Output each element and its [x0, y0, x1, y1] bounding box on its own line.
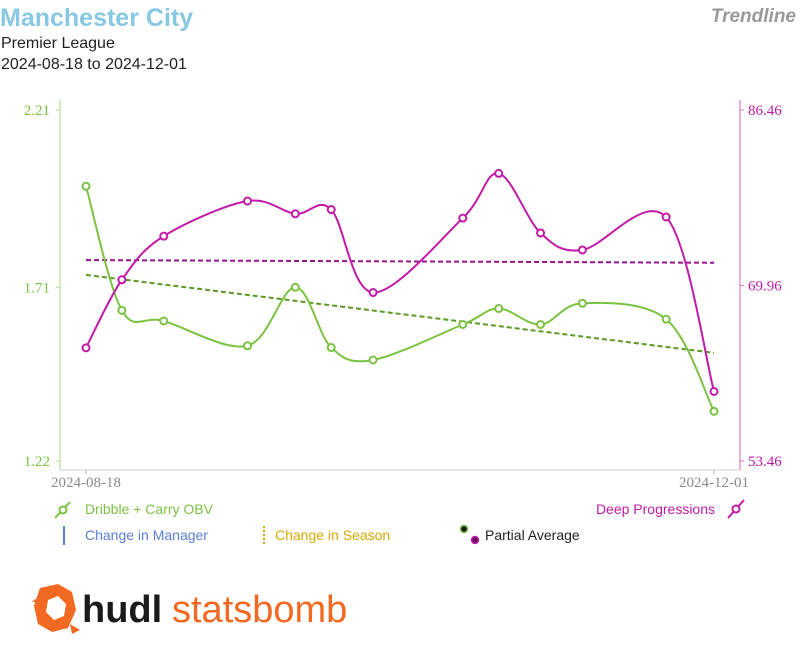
- date-range-label: 2024-08-18 to 2024-12-01: [1, 56, 187, 73]
- deep-progressions-point: [117, 275, 127, 285]
- dribble-carry-obv-point: [458, 320, 468, 329]
- dribble-carry-obv-point: [326, 343, 336, 353]
- left-y-tick-label: 2.21: [24, 103, 50, 119]
- competition-label: Premier League: [1, 35, 115, 52]
- hudl-statsbomb-logo: hudl statsbomb: [32, 584, 347, 634]
- deep-progressions-point: [494, 168, 504, 178]
- dribble-carry-obv-point: [117, 305, 127, 315]
- left-y-tick-label: 1.71: [24, 280, 50, 296]
- legend-season-change-label: Change in Season: [275, 527, 390, 543]
- trend-chart: 1.22 1.71 2.21 53.46 69.96 86.46 2024-08-18 202…: [24, 100, 782, 545]
- deep-progressions-point: [577, 245, 587, 255]
- legend-left-series-label: Dribble + Carry OBV: [85, 501, 214, 517]
- deep-progressions-point: [159, 231, 169, 241]
- deep-progressions-point: [458, 213, 468, 223]
- dribble-carry-obv-point: [368, 355, 378, 365]
- legend-partial-average-left-icon: [459, 524, 469, 534]
- deep-progressions-point: [661, 212, 671, 222]
- right-y-tick-label: 69.96: [748, 279, 782, 295]
- dribble-carry-obv-point: [661, 314, 671, 324]
- legend-right-series-marker-icon: [731, 504, 741, 514]
- dribble-carry-obv-point: [577, 298, 587, 308]
- dribble-carry-obv-point: [709, 406, 719, 416]
- legend-partial-average-right-icon: [470, 535, 480, 545]
- deep-progressions-point: [290, 209, 300, 219]
- right-y-tick-label: 53.46: [748, 454, 782, 470]
- x-tick-label: 2024-12-01: [679, 475, 749, 491]
- deep-progressions-point: [368, 288, 378, 298]
- deep-progressions-point: [326, 205, 336, 215]
- dribble-carry-obv-point: [494, 304, 504, 314]
- dribble-carry-obv-line: [85, 185, 715, 412]
- legend-right-series-label: Deep Progressions: [596, 501, 715, 517]
- trendline-label: Trendline: [710, 6, 796, 27]
- deep-progressions-point: [536, 228, 546, 238]
- deep-progressions-trendline: [85, 259, 715, 264]
- dribble-carry-obv-point: [159, 316, 169, 326]
- deep-progressions-point: [81, 343, 91, 353]
- chart-title: Manchester City: [0, 4, 194, 32]
- x-tick-label: 2024-08-18: [51, 475, 121, 491]
- deep-progressions-point: [709, 386, 719, 396]
- legend-left-series-marker-icon: [58, 505, 68, 515]
- deep-progressions-line: [85, 172, 715, 392]
- dribble-carry-obv-point: [536, 320, 546, 329]
- right-y-tick-label: 86.46: [748, 103, 782, 119]
- legend-partial-average-label: Partial Average: [485, 527, 580, 543]
- dribble-carry-obv-point: [81, 181, 91, 191]
- hudl-logo-icon: [32, 584, 80, 634]
- dribble-carry-obv-point: [242, 341, 252, 351]
- dribble-carry-obv-point: [290, 282, 300, 292]
- dribble-carry-obv-trendline: [85, 273, 715, 354]
- deep-progressions-point: [242, 196, 252, 206]
- logo-text-statsbomb: statsbomb: [172, 589, 347, 631]
- left-y-tick-label: 1.22: [24, 454, 50, 470]
- logo-text-hudl: hudl: [82, 589, 162, 631]
- legend-manager-change-label: Change in Manager: [85, 527, 208, 543]
